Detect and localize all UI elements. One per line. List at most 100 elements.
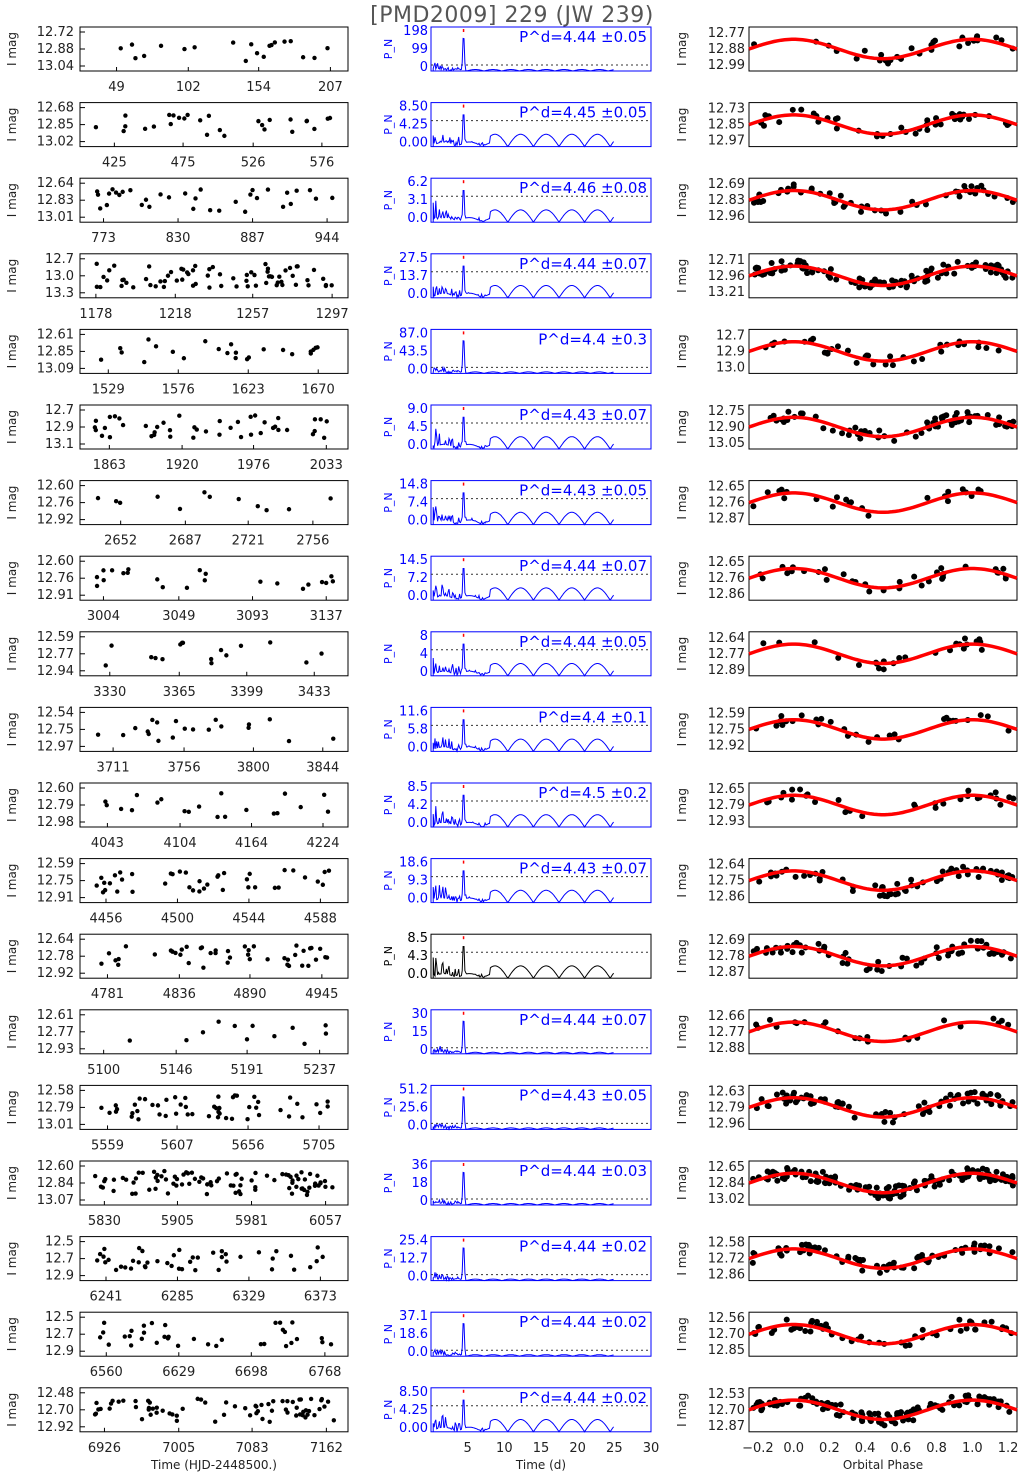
lightcurve-point-3-5: [263, 261, 268, 267]
lightcurve-xtick-6-1: 2687: [169, 534, 202, 549]
periodogram-ytick-4-1: 43.5: [399, 344, 428, 359]
lightcurve-point-11-17: [119, 877, 125, 882]
lightcurve-point-18-4: [322, 1404, 327, 1409]
lightcurve-ylabel-17: I mag: [5, 1317, 19, 1351]
phase-point-18-2: [837, 1401, 844, 1408]
phase-point-0-15: [930, 38, 937, 45]
lightcurve-ytick-3-1: 13.0: [45, 269, 74, 284]
phase-point-17-40: [755, 1323, 762, 1330]
lightcurve-point-14-28: [253, 1105, 259, 1110]
lightcurve-point-18-34: [266, 1401, 271, 1407]
lightcurve-point-16-0: [136, 1260, 141, 1265]
lightcurve-point-12-22: [198, 945, 204, 951]
lightcurve-point-14-19: [178, 1102, 183, 1107]
lightcurve-point-14-17: [317, 1110, 323, 1116]
lightcurve-point-2-24: [143, 197, 149, 202]
phase-point-15-47: [936, 1181, 943, 1188]
lightcurve-point-3-58: [264, 280, 269, 286]
lightcurve-point-15-73: [162, 1168, 167, 1174]
lightcurve-point-17-22: [141, 1330, 147, 1335]
periodogram-ytick-16-1: 12.7: [399, 1252, 428, 1267]
phase-ytick-2-2: 12.96: [708, 209, 745, 224]
lightcurve-xtick-12-0: 4781: [91, 987, 124, 1002]
lightcurve-ylabel-10: I mag: [5, 788, 19, 822]
phase-ytick-18-2: 12.87: [708, 1419, 745, 1434]
lightcurve-point-0-1: [243, 58, 248, 64]
lightcurve-frame-1: [79, 102, 349, 148]
lightcurve-ytick-17-2: 12.9: [45, 1344, 74, 1359]
phase-point-18-56: [859, 1418, 866, 1425]
phase-point-14-51: [955, 1091, 962, 1098]
lightcurve-point-3-47: [323, 282, 329, 288]
lightcurve-xtick-2-1: 830: [166, 231, 191, 246]
lightcurve-xtick-7-3: 3137: [310, 609, 343, 624]
phase-point-1-21: [810, 110, 817, 117]
lightcurve-point-14-0: [107, 1110, 112, 1115]
lightcurve-frame-12: [79, 933, 349, 979]
lightcurve-point-2-11: [128, 188, 133, 193]
phase-point-11-38: [908, 876, 915, 883]
lightcurve-point-15-38: [239, 1176, 244, 1181]
periodogram-ytick-13-0: 30: [411, 1007, 428, 1022]
lightcurve-point-15-39: [153, 1186, 158, 1192]
phase-point-12-54: [753, 945, 760, 952]
phase-ylabel-12: I mag: [675, 939, 689, 973]
lightcurve-point-14-33: [129, 1114, 134, 1119]
lightcurve-point-16-2: [238, 1254, 243, 1260]
phase-point-16-39: [859, 1267, 866, 1274]
lightcurve-point-6-4: [155, 494, 160, 499]
lightcurve-point-2-18: [207, 207, 213, 213]
phase-point-5-30: [857, 435, 864, 442]
lightcurve-point-12-21: [227, 955, 233, 960]
phase-point-0-11: [956, 43, 963, 50]
lightcurve-point-11-10: [302, 875, 308, 880]
phase-fit-curve-3: [748, 264, 1018, 288]
lightcurve-point-3-35: [219, 283, 224, 289]
lightcurve-point-17-28: [127, 1333, 132, 1339]
lightcurve-point-5-9: [276, 415, 281, 421]
phase-point-7-25: [896, 578, 903, 585]
lightcurve-point-15-42: [123, 1177, 129, 1182]
lightcurve-point-12-24: [99, 961, 104, 966]
phase-point-2-34: [961, 183, 968, 190]
lightcurve-point-8-11: [218, 647, 224, 653]
lightcurve-point-17-2: [328, 1342, 334, 1347]
lightcurve-point-8-13: [209, 660, 214, 666]
phase-point-7-30: [911, 573, 918, 580]
periodogram-ytick-6-2: 0.0: [407, 514, 428, 529]
periodogram-frame-3: [430, 253, 652, 299]
phase-point-17-50: [813, 1318, 820, 1325]
phase-ylabel-10: I mag: [675, 788, 689, 822]
lightcurve-point-0-2: [254, 50, 260, 56]
lightcurve-point-1-5: [182, 116, 187, 121]
lightcurve-point-0-11: [267, 43, 272, 48]
lightcurve-point-16-14: [308, 1265, 313, 1270]
lightcurve-point-14-29: [278, 1107, 283, 1113]
periodogram-ytick-5-2: 0.0: [407, 438, 428, 453]
lightcurve-point-3-50: [124, 280, 129, 285]
phase-fit-curve-18: [748, 1398, 1018, 1422]
phase-point-7-22: [823, 576, 830, 583]
lightcurve-point-17-27: [149, 1320, 155, 1326]
phase-point-12-2: [918, 959, 925, 966]
periodogram-ytick-0-0: 198: [403, 24, 428, 39]
lightcurve-xtick-5-3: 2033: [310, 458, 343, 473]
lightcurve-point-4-9: [170, 349, 176, 355]
lightcurve-point-15-56: [111, 1177, 117, 1182]
lightcurve-point-12-36: [184, 944, 189, 949]
lightcurve-point-17-8: [219, 1337, 225, 1343]
phase-fit-curve-8: [748, 642, 1018, 666]
phase-ytick-5-1: 12.90: [708, 420, 745, 435]
lightcurve-point-11-36: [183, 870, 189, 875]
lightcurve-point-15-55: [287, 1185, 292, 1191]
phase-point-14-71: [881, 1118, 888, 1125]
lightcurve-point-3-49: [112, 263, 117, 268]
lightcurve-xtick-15-0: 5830: [88, 1214, 121, 1229]
periodogram-ytick-5-0: 9.0: [407, 402, 428, 417]
phase-point-2-8: [760, 197, 767, 204]
lightcurve-point-13-9: [290, 1025, 295, 1031]
lightcurve-point-15-70: [330, 1185, 335, 1190]
lightcurve-xtick-10-3: 4224: [306, 836, 339, 851]
phase-point-9-15: [778, 712, 785, 719]
lightcurve-ytick-15-2: 13.07: [37, 1193, 74, 1208]
